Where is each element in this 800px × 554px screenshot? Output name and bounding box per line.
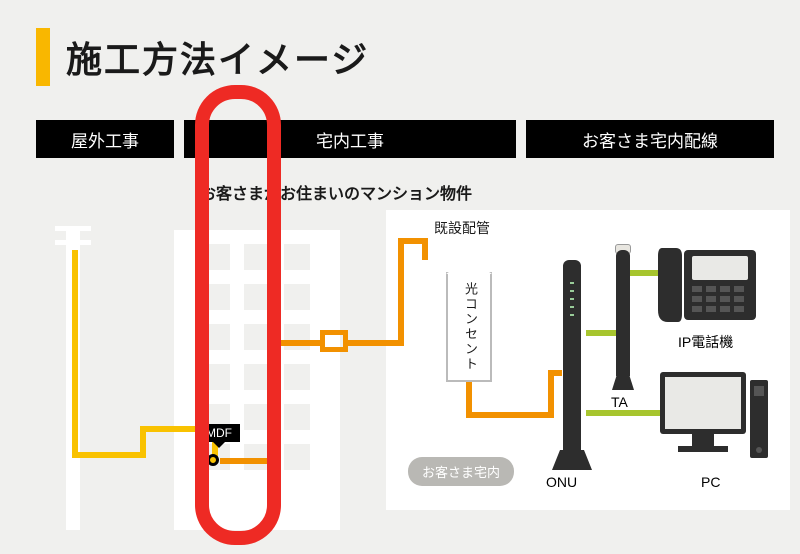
diagram: MDF 既設配管 光コンセント お客さま宅内	[36, 210, 764, 530]
building-sublabel: お客さまがお住まいのマンション物件	[200, 180, 472, 204]
cable-pipe	[398, 238, 422, 244]
cable-pipe	[466, 382, 472, 412]
home-badge: お客さま宅内	[408, 457, 514, 486]
optical-outlet-label: 光コンセント	[461, 282, 480, 372]
ta-label: TA	[611, 394, 628, 410]
pc-icon	[658, 370, 770, 466]
ip-phone-label: IP電話機	[678, 332, 733, 352]
pole-arm	[55, 240, 91, 245]
section-labels: 屋外工事 宅内工事 お客さま宅内配線	[36, 120, 774, 158]
onu-device-icon	[552, 260, 592, 470]
cable-outdoor	[72, 250, 78, 452]
section-outdoor: 屋外工事	[36, 120, 174, 158]
equipment-panel: 既設配管 光コンセント お客さま宅内	[386, 210, 790, 510]
title-text: 施工方法イメージ	[66, 31, 369, 83]
mdf-label: MDF	[198, 424, 240, 442]
pole-arm	[55, 226, 91, 231]
cable-pipe	[386, 340, 398, 346]
cable-indoor	[268, 340, 324, 346]
pc-label: PC	[701, 474, 720, 490]
title-accent	[36, 28, 50, 86]
cable-indoor	[220, 458, 274, 464]
onu-label: ONU	[546, 474, 577, 490]
section-indoor: 宅内工事	[184, 120, 516, 158]
pipe-label: 既設配管	[434, 218, 490, 238]
cable-outdoor	[72, 452, 146, 458]
section-home: お客さま宅内配線	[526, 120, 774, 158]
apartment-building	[174, 230, 340, 530]
cable-pipe	[422, 238, 428, 260]
cable-home	[586, 410, 662, 416]
ip-phone-icon	[656, 242, 764, 328]
mdf-node	[207, 454, 219, 466]
title-bar: 施工方法イメージ	[36, 28, 369, 86]
cable-pipe	[466, 412, 554, 418]
cable-pipe	[398, 238, 404, 346]
ta-device-icon	[612, 250, 634, 390]
cable-indoor	[268, 340, 274, 464]
wall-outlet-icon	[320, 330, 348, 352]
